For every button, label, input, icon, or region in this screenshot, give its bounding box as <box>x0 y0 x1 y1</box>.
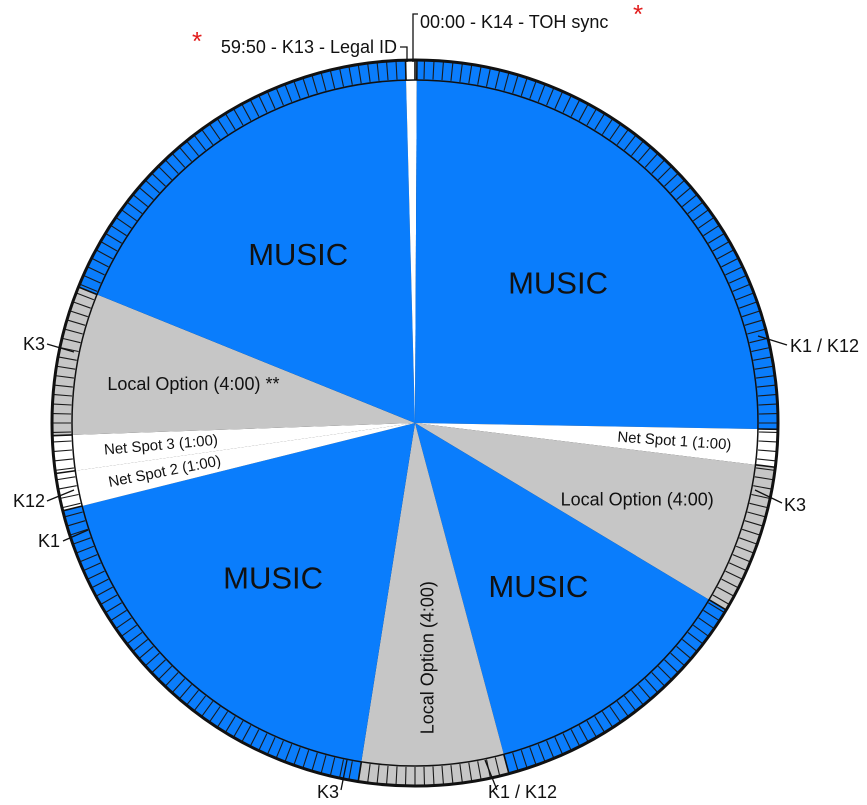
k3-bottom-leader <box>340 759 348 791</box>
ring-segment-music-4 <box>78 60 416 424</box>
label-music-3: MUSIC <box>223 560 323 595</box>
k1-k12-bottom-callout: K1 / K12 <box>488 782 557 802</box>
legal-id-asterisk: * <box>192 26 202 56</box>
ring-segment-music-3 <box>62 423 415 782</box>
label-music-1: MUSIC <box>508 266 608 301</box>
k12-left-leader <box>46 489 75 502</box>
label-local-1: Local Option (4:00) <box>561 490 714 510</box>
k1-k12-right-callout: K1 / K12 <box>790 336 859 356</box>
k3-right-callout: K3 <box>784 495 806 515</box>
label-local-3: Local Option (4:00) ** <box>107 374 279 394</box>
segment-boundaries <box>52 59 778 782</box>
label-music-2: MUSIC <box>488 569 588 604</box>
ring-segment-local-1 <box>415 423 776 610</box>
k1-k12-right-leader <box>757 335 788 346</box>
ring-segment-legal-id <box>405 59 415 423</box>
k1-left-callout: K1 <box>38 531 60 551</box>
k3-bottom-callout: K3 <box>317 782 339 802</box>
k3-left-callout: K3 <box>23 334 45 354</box>
k12-left-callout: K12 <box>13 491 45 511</box>
k1-k12-bottom-leader <box>484 759 498 791</box>
callout-leaders <box>46 13 788 791</box>
legal-id-leader <box>400 46 408 62</box>
ring-segment-local-3 <box>51 287 415 436</box>
k1-left-leader <box>62 529 89 542</box>
ring-segment-music-2 <box>415 423 727 774</box>
ring-segment-music-1 <box>415 60 778 430</box>
ring-segment-net-3 <box>52 423 415 474</box>
ring-segment-net-1 <box>415 423 778 468</box>
label-music-4: MUSIC <box>248 237 348 272</box>
clock-outline <box>50 58 780 788</box>
toh-sync-asterisk: * <box>633 0 643 29</box>
k3-left-leader <box>46 343 75 353</box>
minute-tick-ring <box>51 59 778 786</box>
label-local-2: Local Option (4:00) <box>417 581 437 734</box>
toh-sync-callout: 00:00 - K14 - TOH sync <box>420 12 608 32</box>
legal-id-callout: 59:50 - K13 - Legal ID <box>221 37 397 57</box>
toh-sync-leader <box>412 13 418 62</box>
k3-right-leader <box>754 489 783 504</box>
ring-segment-net-2 <box>55 423 415 511</box>
ring-segment-local-2 <box>358 423 509 786</box>
ring-segment-toh <box>415 59 417 424</box>
